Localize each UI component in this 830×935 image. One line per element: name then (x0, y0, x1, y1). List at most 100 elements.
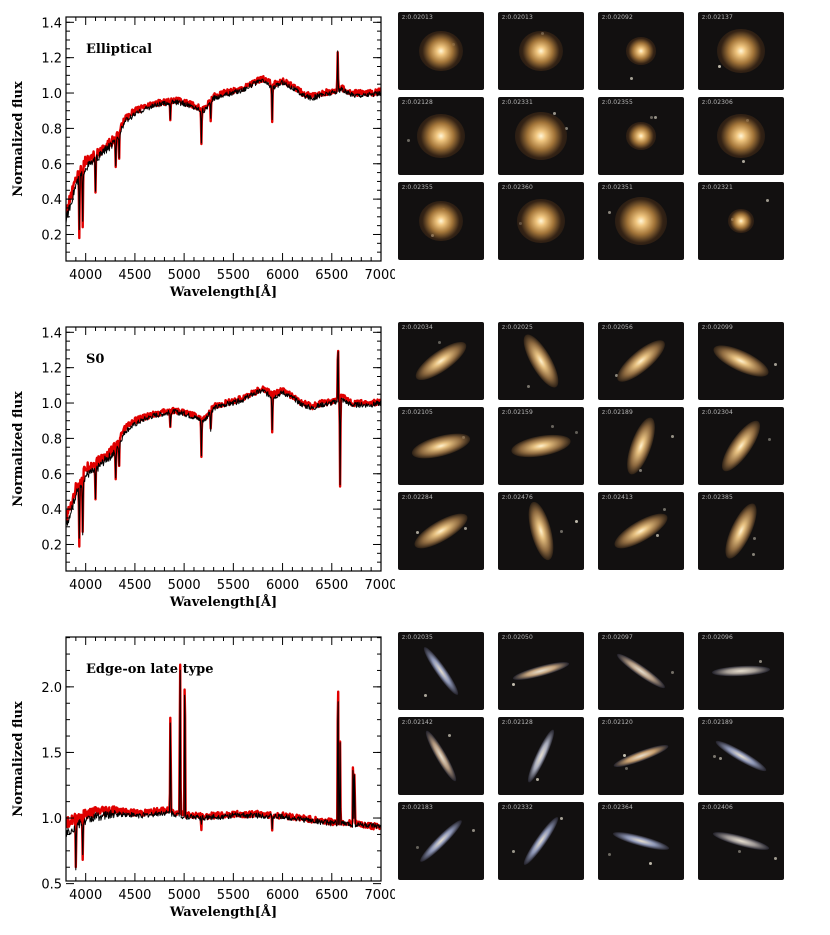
spectrum-plot: 4000 4500 5000 5500 6000 6500 7000 0.2 0.4 0.6 0.8… (11, 16, 395, 300)
galaxy-thumbnail: z:0.02306 (698, 97, 784, 175)
redshift-label: z:0.02306 (702, 99, 733, 106)
galaxy-thumbnail: z:0.02476 (498, 492, 584, 570)
star-dot (607, 210, 611, 214)
y-tick-label: 1.0 (41, 397, 62, 412)
galaxy-image (716, 28, 766, 74)
galaxy-image (611, 828, 671, 854)
star-dot (574, 519, 578, 523)
x-axis-title: Wavelength[Å] (169, 594, 277, 610)
star-dot (624, 766, 628, 770)
x-tick-label: 7000 (364, 268, 395, 283)
galaxy-thumbnail: z:0.02035 (398, 632, 484, 710)
y-tick-label: 1.2 (41, 362, 62, 377)
star-dot (415, 845, 419, 849)
redshift-label: z:0.02476 (502, 494, 533, 501)
galaxy-thumbnail: z:0.02385 (698, 492, 784, 570)
galaxy-image (520, 814, 562, 868)
y-axis-title: Normalized flux (11, 701, 26, 817)
galaxy-thumbnail: z:0.02137 (698, 12, 784, 90)
galaxy-image (409, 428, 473, 464)
galaxy-thumbnail: z:0.02189 (598, 407, 684, 485)
galaxy-thumbnail: z:0.02034 (398, 322, 484, 400)
y-tick-label: 1.2 (41, 52, 62, 67)
y-tick-label: 0.6 (41, 158, 62, 173)
redshift-label: z:0.02284 (402, 494, 433, 501)
x-tick-label: 5000 (168, 888, 201, 903)
panel-edge-on: 4000 4500 5000 5500 6000 6500 7000 0.5 1.0 1.5 2.0… (0, 620, 830, 930)
redshift-label: z:0.02105 (402, 409, 433, 416)
star-dot (536, 778, 540, 782)
series-red-line (66, 349, 381, 548)
galaxy-thumbnail: z:0.02097 (598, 632, 684, 710)
galaxy-thumbnail: z:0.02321 (698, 182, 784, 260)
galaxy-image (611, 334, 671, 388)
galaxy-thumbnail: z:0.02159 (498, 407, 584, 485)
series-red-line (66, 51, 381, 240)
galaxy-image (517, 330, 565, 392)
x-tick-label: 4500 (118, 578, 151, 593)
redshift-label: z:0.02331 (502, 99, 533, 106)
x-tick-label: 6000 (266, 888, 299, 903)
galaxy-thumbnail: z:0.02355 (398, 182, 484, 260)
x-axis-title: Wavelength[Å] (169, 284, 277, 300)
redshift-label: z:0.02050 (502, 634, 533, 641)
galaxy-thumbnail: z:0.02331 (498, 97, 584, 175)
galaxy-thumbnail: z:0.02284 (398, 492, 484, 570)
galaxy-thumbnail: z:0.02183 (398, 802, 484, 880)
galaxy-image (509, 430, 573, 462)
x-tick-label: 5500 (217, 888, 250, 903)
star-dot (512, 682, 516, 686)
x-tick-label: 5500 (217, 578, 250, 593)
galaxy-thumbnail: z:0.02413 (598, 492, 684, 570)
galaxy-type-label: Edge-on late type (86, 662, 214, 677)
y-tick-label: 1.5 (41, 746, 62, 761)
galaxy-image (711, 828, 771, 854)
redshift-label: z:0.02159 (502, 409, 533, 416)
galaxy-image (524, 727, 558, 785)
spectrum-plot: 4000 4500 5000 5500 6000 6500 7000 0.5 1.0 1.5 2.0… (11, 636, 395, 920)
redshift-label: z:0.02097 (602, 634, 633, 641)
galaxy-image (711, 664, 771, 678)
galaxy-thumbnail: z:0.02105 (398, 407, 484, 485)
x-tick-label: 7000 (364, 888, 395, 903)
y-axis-title: Normalized flux (11, 81, 26, 197)
redshift-label: z:0.02360 (502, 184, 533, 191)
galaxy-image (713, 737, 769, 775)
x-tick-label: 6000 (266, 578, 299, 593)
star-dot (766, 199, 770, 203)
redshift-label: z:0.02183 (402, 804, 433, 811)
panel-elliptical: 4000 4500 5000 5500 6000 6500 7000 0.2 0.4 0.6 0.8… (0, 0, 830, 310)
galaxy-image (716, 113, 766, 159)
x-axis-title: Wavelength[Å] (169, 904, 277, 920)
redshift-label: z:0.02332 (502, 804, 533, 811)
star-dot (649, 861, 652, 865)
star-dot (737, 850, 741, 854)
galaxy-image (709, 339, 773, 383)
star-dot (406, 138, 410, 142)
redshift-label: z:0.02035 (402, 634, 433, 641)
y-tick-label: 0.6 (41, 468, 62, 483)
galaxy-image (416, 113, 466, 159)
y-tick-label: 0.8 (41, 122, 62, 137)
star-dot (423, 694, 427, 698)
galaxy-thumbnail: z:0.02360 (498, 182, 584, 260)
galaxy-thumbnail: z:0.02355 (598, 97, 684, 175)
galaxy-thumbnail: z:0.02351 (598, 182, 684, 260)
star-dot (623, 753, 627, 757)
x-tick-label: 6500 (315, 888, 348, 903)
star-dot (560, 530, 564, 534)
star-dot (759, 660, 763, 664)
redshift-label: z:0.02364 (602, 804, 633, 811)
redshift-label: z:0.02142 (402, 719, 433, 726)
galaxy-image (523, 499, 559, 563)
star-dot (447, 733, 451, 737)
star-dot (565, 127, 569, 131)
galaxy-thumbnail: z:0.02056 (598, 322, 684, 400)
redshift-label: z:0.02413 (602, 494, 633, 501)
star-dot (656, 533, 660, 537)
y-tick-label: 1.4 (41, 326, 62, 341)
redshift-label: z:0.02056 (602, 324, 633, 331)
star-dot (550, 424, 554, 428)
y-tick-label: 1.4 (41, 16, 62, 31)
y-tick-label: 0.8 (41, 432, 62, 447)
